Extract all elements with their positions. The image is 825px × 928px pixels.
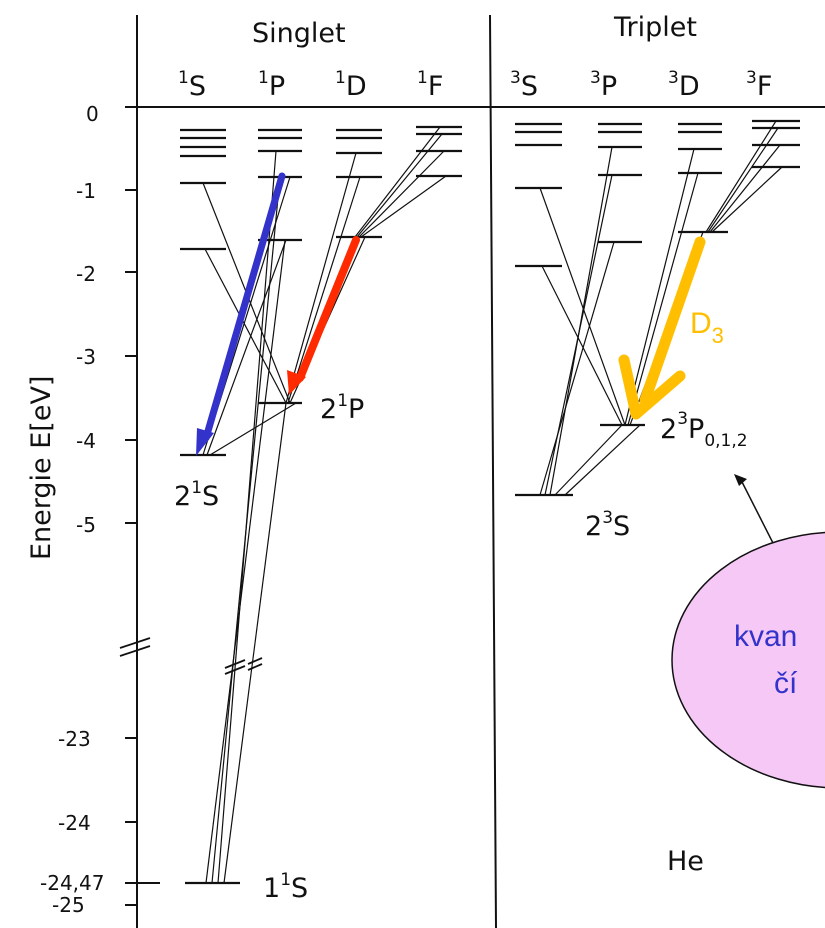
tick-label: -25 [52,893,85,917]
tick-label: -2 [76,262,96,286]
level-label-2-3S: 23S [585,508,630,542]
col-header-3D: 3D [668,68,700,102]
callout-bubble [671,531,825,789]
col-header-3F: 3F [746,68,772,102]
callout-pointer-arrowhead [734,474,747,486]
tick-label: 0 [86,102,99,126]
col-header-3P: 3P [590,68,617,102]
tick-label: -4 [76,429,96,453]
d3-label: D3 [690,307,724,348]
tick-label: -23 [58,727,91,751]
level-label-2-1S: 21S [174,478,219,512]
tick-label: -5 [76,513,96,537]
tick-label: -3 [76,345,96,369]
singlet-header: Singlet [252,18,346,49]
level-label-2-1P: 21P [320,391,364,425]
y-axis-ticks [125,106,160,906]
singlet-transitions [202,126,447,884]
y-axis-label: Energie E[eV] [26,376,57,560]
red-transition-arrow [287,236,360,395]
tick-label: -24 [58,811,91,835]
transition-break-mark [224,657,263,675]
level-label-1-1S: 11S [263,870,308,904]
tick-label: -1 [76,179,96,203]
col-header-1S: 1S [178,68,206,102]
level-label-2-3P: 23P0,1,2 [660,409,748,451]
triplet-levels [515,119,800,497]
callout-text-line1: kvan [734,620,797,653]
element-label: He [667,846,704,877]
singlet-levels [180,125,462,885]
col-header-1F: 1F [417,68,443,102]
yellow-d3-arrow [618,236,706,420]
blue-transition-arrow [196,172,286,456]
callout-pointer-line [739,477,775,546]
triplet-transitions [539,120,783,496]
col-header-1D: 1D [335,68,367,102]
triplet-header: Triplet [613,12,697,43]
col-header-1P: 1P [258,68,285,102]
tick-label: -24,47 [40,871,104,895]
col-header-3S: 3S [510,68,538,102]
callout-text-line2: čí [774,667,798,700]
column-divider [489,14,497,928]
axis-break-mark [119,637,151,657]
